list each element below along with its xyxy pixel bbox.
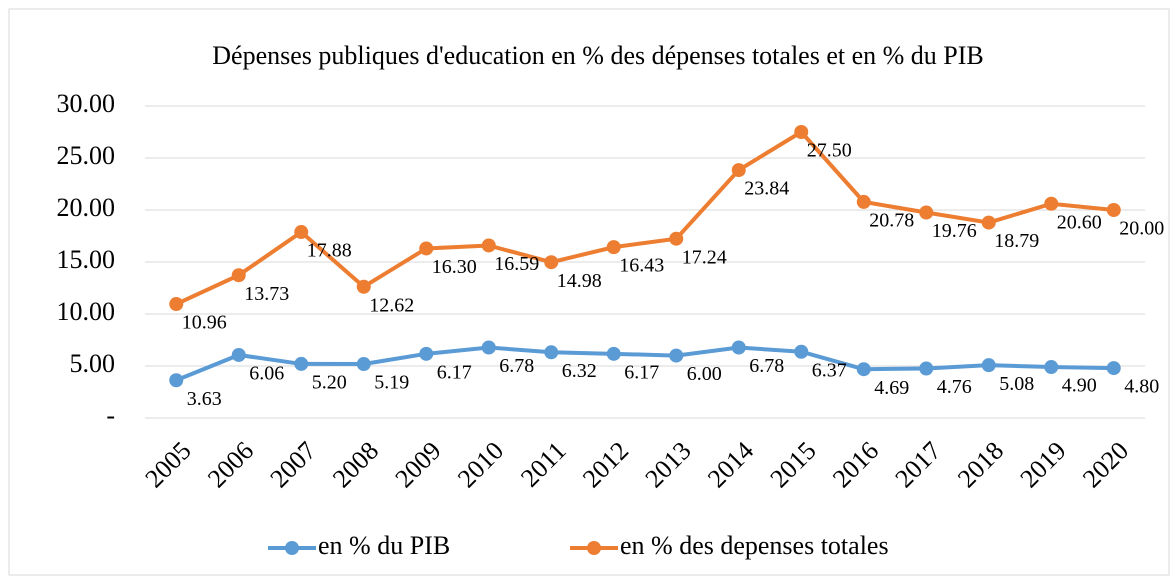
data-label: 5.19 <box>374 372 409 394</box>
y-tick-label: 15.00 <box>57 245 116 274</box>
data-label: 23.84 <box>744 178 789 200</box>
data-label: 6.06 <box>249 363 284 385</box>
data-point <box>294 225 309 240</box>
y-tick-label: 5.00 <box>70 349 116 378</box>
data-label: 5.08 <box>999 373 1034 395</box>
data-point <box>231 347 246 362</box>
chart-title: Dépenses publiques d'education en % des … <box>212 41 984 70</box>
data-point <box>1044 196 1059 211</box>
data-label: 4.80 <box>1124 376 1159 398</box>
data-point <box>919 205 934 220</box>
data-label: 4.69 <box>874 377 909 399</box>
data-point <box>794 344 809 359</box>
data-label: 16.30 <box>432 256 477 278</box>
data-label: 6.17 <box>624 361 659 383</box>
data-point <box>669 348 684 363</box>
data-point <box>419 346 434 361</box>
data-point <box>169 373 184 388</box>
data-point <box>919 361 934 376</box>
data-point <box>1044 360 1059 375</box>
data-label: 19.76 <box>932 220 977 242</box>
y-tick-label: 10.00 <box>57 297 116 326</box>
data-point <box>1106 203 1121 217</box>
y-tick-label: 25.00 <box>57 141 116 170</box>
data-label: 6.78 <box>749 355 784 377</box>
data-label: 20.78 <box>869 209 914 231</box>
data-point <box>544 255 559 270</box>
legend-label: en % du PIB <box>318 531 450 560</box>
data-label: 10.96 <box>182 312 227 334</box>
data-label: 27.50 <box>807 140 852 162</box>
chart-border <box>8 8 1170 576</box>
data-label: 14.98 <box>557 270 602 292</box>
data-point <box>856 362 871 377</box>
legend-label: en % des depenses totales <box>620 531 889 560</box>
data-point <box>606 240 621 255</box>
data-label: 4.90 <box>1062 375 1097 397</box>
data-label: 3.63 <box>187 388 222 410</box>
data-point <box>794 125 809 139</box>
data-point <box>169 297 184 312</box>
data-point <box>231 268 246 283</box>
data-label: 20.00 <box>1119 218 1164 240</box>
y-tick-label: 20.00 <box>57 193 116 222</box>
data-label: 17.88 <box>307 240 352 262</box>
series-line <box>175 129 1114 306</box>
data-point <box>1106 361 1121 376</box>
data-label: 16.43 <box>619 255 664 277</box>
data-point <box>419 241 434 256</box>
data-label: 17.24 <box>682 246 727 268</box>
legend-marker <box>285 541 299 555</box>
data-point <box>294 356 309 371</box>
data-label: 18.79 <box>994 230 1039 252</box>
series-line <box>175 345 1114 383</box>
data-label: 6.17 <box>437 361 472 383</box>
data-point <box>669 231 684 246</box>
data-point <box>356 357 371 372</box>
data-point <box>731 163 746 178</box>
data-point <box>544 345 559 360</box>
data-point <box>981 358 996 373</box>
data-label: 6.78 <box>499 355 534 377</box>
data-label: 16.59 <box>494 253 539 275</box>
data-point <box>981 215 996 230</box>
data-label: 4.76 <box>937 376 972 398</box>
data-label: 6.37 <box>812 359 847 381</box>
data-label: 6.32 <box>562 360 597 382</box>
data-label: 20.60 <box>1057 211 1102 233</box>
data-label: 5.20 <box>312 372 347 394</box>
data-label: 6.00 <box>687 363 722 385</box>
data-point <box>356 279 371 294</box>
data-point <box>481 238 496 253</box>
data-label: 12.62 <box>369 294 414 316</box>
y-tick-label: - <box>106 401 115 430</box>
data-point <box>731 340 746 355</box>
data-label: 13.73 <box>244 283 289 305</box>
data-point <box>856 194 871 209</box>
data-point <box>481 340 496 355</box>
legend-marker <box>587 541 601 555</box>
y-tick-label: 30.00 <box>57 89 116 118</box>
data-point <box>606 346 621 361</box>
